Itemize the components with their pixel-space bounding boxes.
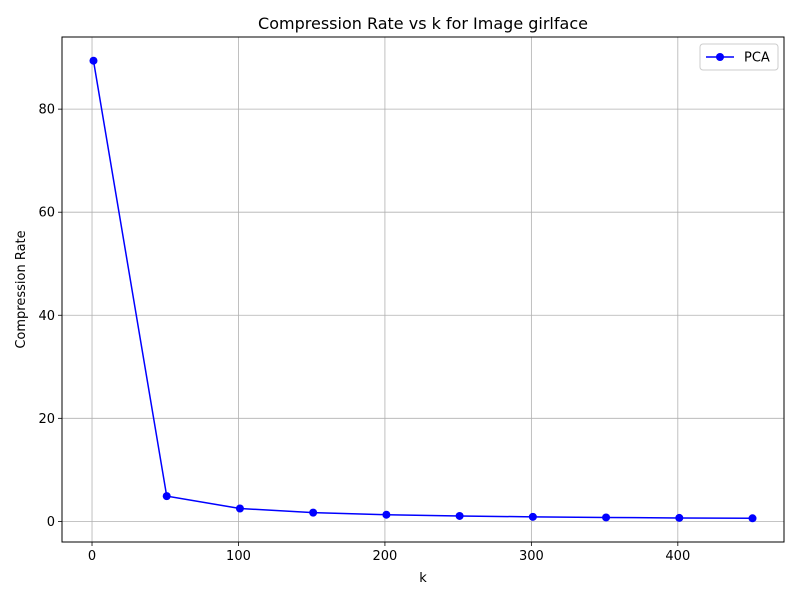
series-layer [89,56,757,523]
legend-label: PCA [744,51,770,66]
legend-box [699,43,779,71]
data-point [89,56,98,65]
chart-title: Compression Rate vs k for Image girlface [258,14,588,33]
series-line-pca [92,60,753,520]
grid [62,37,784,542]
y-tick-label: 80 [38,103,55,118]
data-point [235,504,244,513]
data-point [675,513,684,522]
data-point [748,514,757,523]
x-tick-label: 100 [226,549,251,564]
y-tick-label: 20 [38,412,55,427]
legend: PCA [699,43,779,71]
legend-marker [716,53,724,61]
data-point [602,513,611,522]
data-point [528,512,537,521]
y-tick-label: 0 [47,515,55,530]
ticks: 0 100 200 300 400 0 20 40 60 80 [38,103,690,564]
x-tick-label: 400 [665,549,690,564]
y-tick-label: 40 [38,309,55,324]
x-tick-label: 200 [373,549,398,564]
data-point [309,508,318,517]
y-axis-title: Compression Rate [14,230,29,348]
data-point [455,511,464,520]
x-tick-label: 300 [519,549,544,564]
data-point [382,510,391,519]
plot-frame [61,36,785,543]
y-tick-label: 60 [38,206,55,221]
x-tick-label: 0 [88,549,96,564]
data-point [162,492,171,501]
x-axis-title: k [419,571,427,586]
